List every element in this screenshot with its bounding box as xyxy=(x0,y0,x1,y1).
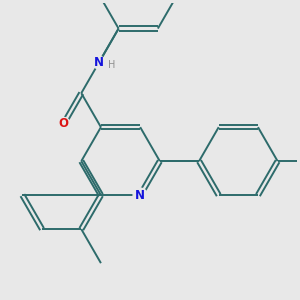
Text: N: N xyxy=(135,189,145,202)
Text: O: O xyxy=(58,117,69,130)
Circle shape xyxy=(93,56,105,69)
Circle shape xyxy=(57,118,70,130)
Circle shape xyxy=(133,188,147,202)
Text: H: H xyxy=(108,59,115,70)
Text: N: N xyxy=(94,56,104,69)
